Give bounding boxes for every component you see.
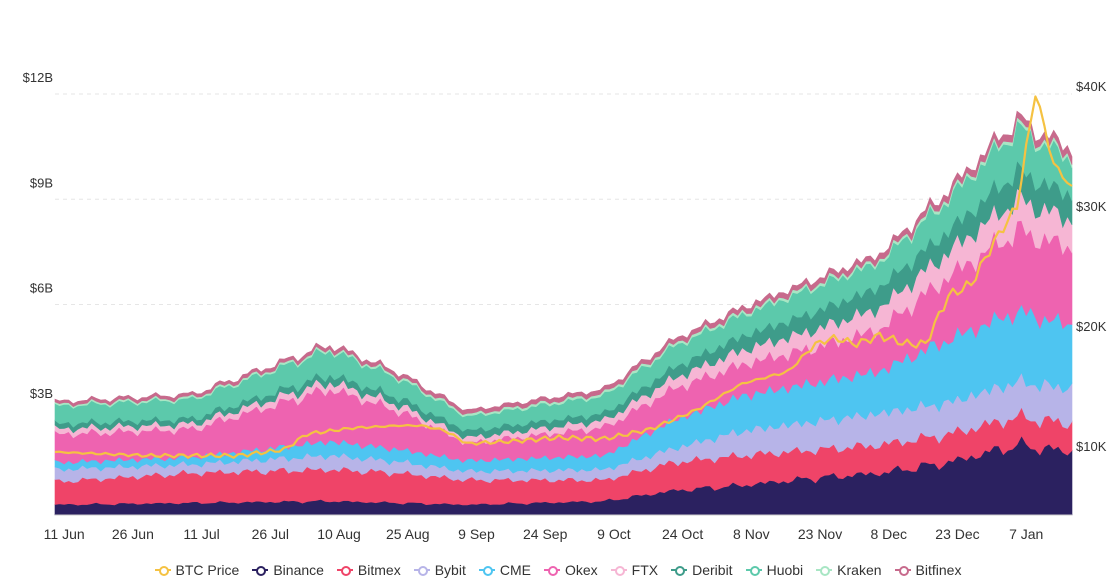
legend-label: CME — [499, 562, 531, 578]
legend-marker-icon — [610, 565, 627, 576]
legend-label: FTX — [631, 562, 659, 578]
legend-marker-icon — [816, 565, 833, 576]
x-tick-label: 9 Oct — [597, 526, 631, 542]
y-right-tick-label: $40K — [1076, 79, 1107, 94]
legend-label: BTC Price — [175, 562, 240, 578]
x-tick-label: 24 Sep — [523, 526, 568, 542]
legend-item-deribit[interactable]: Deribit — [671, 562, 733, 578]
legend-marker-icon — [154, 565, 171, 576]
legend-marker-icon — [543, 565, 560, 576]
legend-label: Deribit — [692, 562, 733, 578]
legend-item-ftx[interactable]: FTX — [610, 562, 659, 578]
x-tick-label: 11 Jun — [44, 526, 85, 542]
legend-label: Bitmex — [357, 562, 401, 578]
y-left-tick-label: $3B — [30, 386, 53, 401]
x-tick-label: 7 Jan — [1009, 526, 1043, 542]
legend-marker-icon — [413, 565, 430, 576]
x-tick-label: 25 Aug — [386, 526, 430, 542]
stacked-area-chart: 11 Jun 26 Jun 11 Jul 26 Jul 10 Aug 25 Aug 9 Se… — [23, 70, 1107, 542]
y-right-tick-label: $20K — [1076, 319, 1107, 334]
legend-item-bitfinex[interactable]: Bitfinex — [894, 562, 962, 578]
y-right-tick-label: $10K — [1076, 439, 1107, 454]
line-series-btc-price — [54, 95, 1073, 459]
legend-label: Kraken — [837, 562, 882, 578]
legend-item-btc-price[interactable]: BTC Price — [154, 562, 240, 578]
legend-marker-icon — [478, 565, 495, 576]
legend-label: Bybit — [434, 562, 466, 578]
legend-marker-icon — [671, 565, 688, 576]
legend: BTC Price Binance Bitmex Bybit CME Okex FTX Der… — [0, 560, 1116, 580]
x-tick-label: 24 Oct — [662, 526, 703, 542]
axis-layer: 11 Jun 26 Jun 11 Jul 26 Jul 10 Aug 25 Aug 9 Se… — [23, 70, 1107, 542]
legend-marker-icon — [745, 565, 762, 576]
x-tick-label: 10 Aug — [317, 526, 361, 542]
y-left-tick-label: $6B — [30, 281, 53, 296]
legend-label: Huobi — [766, 562, 804, 578]
legend-item-binance[interactable]: Binance — [252, 562, 324, 578]
legend-marker-icon — [336, 565, 353, 576]
y-left-tick-label: $12B — [23, 70, 53, 85]
legend-item-bybit[interactable]: Bybit — [413, 562, 466, 578]
y-left-tick-label: $9B — [30, 175, 53, 190]
x-tick-label: 26 Jul — [252, 526, 289, 542]
legend-marker-icon — [252, 565, 269, 576]
x-tick-label: 23 Nov — [798, 526, 842, 542]
legend-item-kraken[interactable]: Kraken — [816, 562, 882, 578]
legend-item-okex[interactable]: Okex — [543, 562, 598, 578]
y-right-tick-label: $30K — [1076, 199, 1107, 214]
legend-label: Binance — [273, 562, 324, 578]
area-series-bitfinex — [54, 110, 1073, 416]
legend-item-huobi[interactable]: Huobi — [745, 562, 804, 578]
x-tick-label: 8 Dec — [870, 526, 907, 542]
legend-item-cme[interactable]: CME — [478, 562, 531, 578]
legend-label: Bitfinex — [915, 562, 962, 578]
x-tick-label: 26 Jun — [112, 526, 154, 542]
legend-item-bitmex[interactable]: Bitmex — [336, 562, 401, 578]
x-tick-label: 8 Nov — [733, 526, 770, 542]
legend-label: Okex — [564, 562, 598, 578]
legend-marker-icon — [894, 565, 911, 576]
x-tick-label: 11 Jul — [183, 526, 219, 542]
x-tick-label: 9 Sep — [458, 526, 495, 542]
x-tick-label: 23 Dec — [935, 526, 979, 542]
price-layer — [54, 95, 1073, 459]
